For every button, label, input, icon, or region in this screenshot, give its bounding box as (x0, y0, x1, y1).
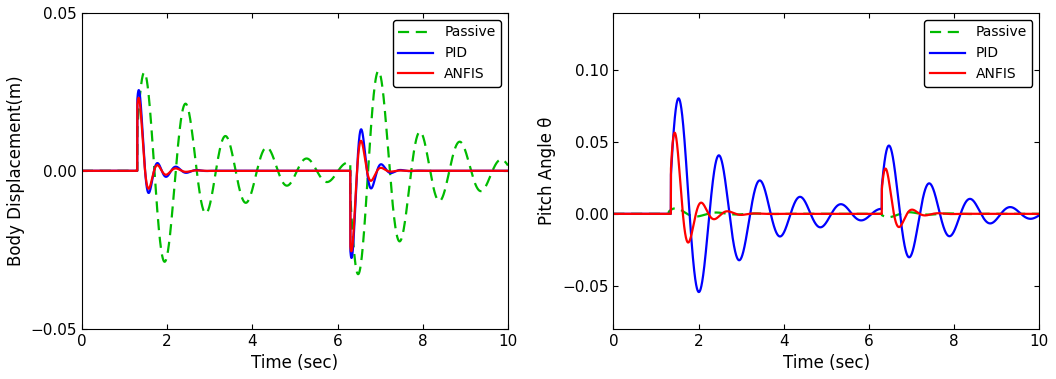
Y-axis label: Body Displacement(m): Body Displacement(m) (7, 75, 25, 266)
Line: Passive: Passive (82, 71, 508, 274)
ANFIS (836, 211, 849, 216)
X-axis label: Time (sec): Time (sec) (251, 354, 339, 372)
ANFIS (423, 169, 436, 173)
ANFIS (1002, 211, 1015, 216)
ANFIS (299, 169, 312, 173)
Line: Passive: Passive (614, 208, 1039, 217)
PID (381, 169, 394, 173)
PID (76, 169, 89, 173)
ANFIS (831, 211, 844, 216)
Passive (381, 135, 394, 139)
ANFIS (668, 130, 681, 135)
PID (502, 169, 514, 173)
Passive (470, 185, 483, 190)
Passive (423, 166, 436, 171)
ANFIS (76, 169, 89, 173)
Passive (607, 211, 620, 216)
PID (836, 202, 849, 207)
Y-axis label: Pitch Angle θ: Pitch Angle θ (539, 117, 557, 225)
PID (607, 211, 620, 216)
Passive (299, 157, 312, 161)
PID (125, 169, 137, 173)
Passive (657, 211, 670, 216)
Passive (1002, 211, 1015, 216)
PID (657, 211, 670, 216)
ANFIS (132, 96, 145, 100)
ANFIS (304, 169, 317, 173)
Passive (304, 159, 317, 163)
Passive (352, 272, 364, 276)
Passive (372, 69, 384, 73)
ANFIS (912, 211, 925, 215)
PID (673, 96, 685, 101)
PID (345, 256, 358, 260)
Line: PID: PID (614, 99, 1039, 292)
PID (132, 88, 145, 92)
Passive (125, 169, 137, 173)
Passive (955, 211, 967, 216)
PID (831, 204, 844, 208)
ANFIS (955, 211, 967, 216)
PID (693, 290, 705, 294)
PID (299, 169, 312, 173)
ANFIS (502, 169, 514, 173)
Passive (912, 211, 925, 216)
Passive (831, 211, 844, 216)
ANFIS (470, 169, 483, 173)
Line: PID: PID (82, 90, 508, 258)
PID (304, 169, 317, 173)
PID (1033, 213, 1045, 218)
PID (1002, 205, 1015, 210)
Passive (836, 211, 849, 216)
Legend: Passive, PID, ANFIS: Passive, PID, ANFIS (393, 20, 501, 87)
Passive (502, 163, 514, 168)
ANFIS (657, 211, 670, 216)
PID (423, 169, 436, 173)
Passive (76, 169, 89, 173)
Line: ANFIS: ANFIS (82, 98, 508, 251)
Passive (882, 215, 894, 219)
ANFIS (1033, 211, 1045, 216)
Passive (1033, 211, 1045, 216)
Passive (670, 206, 682, 211)
ANFIS (607, 211, 620, 216)
Line: ANFIS: ANFIS (614, 133, 1039, 243)
ANFIS (345, 249, 358, 254)
PID (912, 219, 925, 224)
ANFIS (125, 169, 137, 173)
X-axis label: Time (sec): Time (sec) (782, 354, 870, 372)
ANFIS (682, 240, 695, 245)
PID (470, 169, 483, 173)
Legend: Passive, PID, ANFIS: Passive, PID, ANFIS (924, 20, 1033, 87)
ANFIS (381, 169, 394, 173)
PID (955, 210, 967, 215)
